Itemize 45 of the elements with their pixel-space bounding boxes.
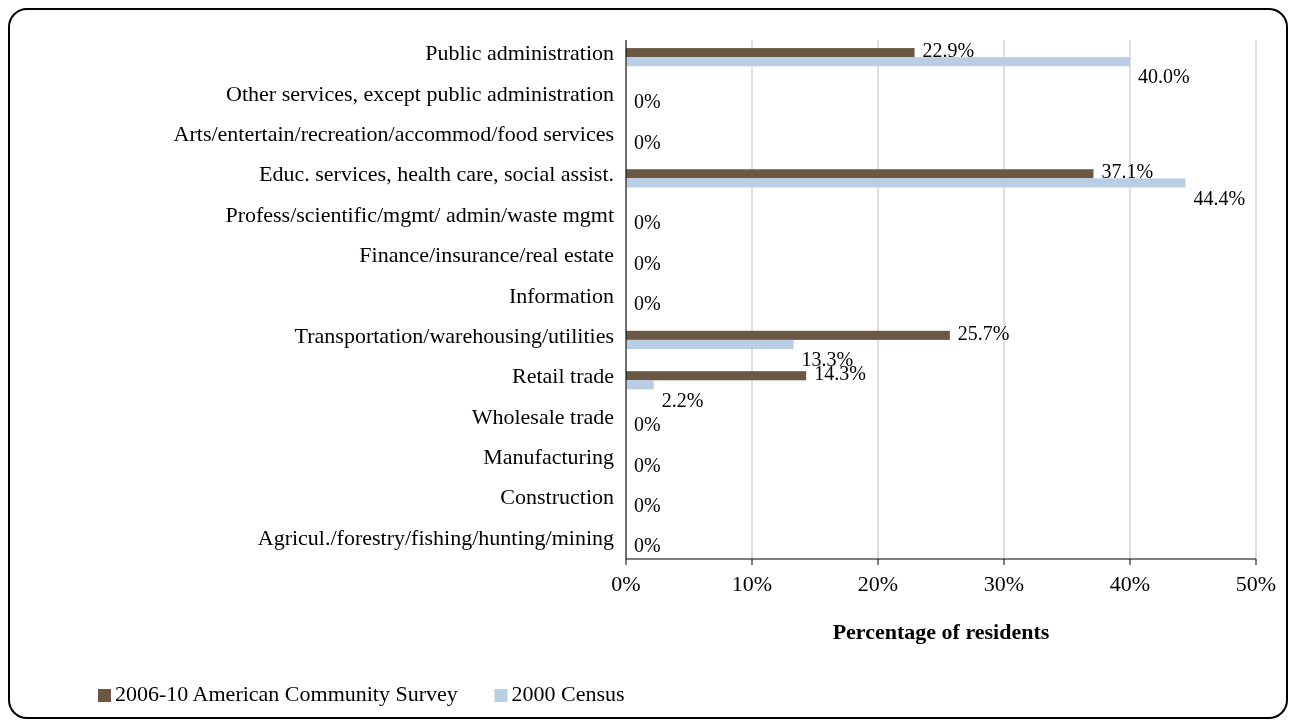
y-tick-label: Manufacturing (483, 444, 614, 470)
bar (626, 371, 807, 381)
data-label: 0% (634, 251, 661, 274)
y-tick-label: Arts/entertain/recreation/accommod/food services (173, 120, 614, 146)
bar (626, 339, 794, 349)
x-axis-title: Percentage of residents (832, 619, 1050, 644)
x-tick-label: 20% (857, 571, 899, 596)
y-tick-label: Construction (500, 484, 614, 510)
y-tick-label: Transportation/warehousing/utilities (294, 322, 614, 348)
y-tick-label: Educ. services, health care, social assist. (259, 161, 614, 187)
data-label: 0% (634, 292, 661, 315)
bar (626, 48, 915, 58)
data-label: 0% (634, 534, 661, 557)
y-tick-label: Finance/insurance/real estate (359, 242, 614, 268)
x-tick-label: 0% (611, 571, 641, 596)
y-tick-label: Agricul./forestry/fishing/hunting/mining (257, 524, 614, 550)
bar (626, 169, 1094, 179)
data-label: 0% (634, 453, 661, 476)
data-label: 37.1% (1101, 160, 1154, 183)
data-label: 25.7% (957, 321, 1010, 344)
data-label: 0% (634, 130, 661, 153)
y-tick-label: Retail trade (511, 363, 614, 389)
bar (626, 57, 1130, 67)
x-tick-label: 50% (1235, 571, 1277, 596)
y-tick-label: Information (508, 282, 614, 308)
y-tick-label: Other services, except public administration (226, 80, 614, 106)
data-label: 22.9% (922, 39, 975, 62)
data-label: 40.0% (1138, 65, 1190, 88)
data-label: 0% (634, 211, 661, 234)
data-label: 0% (634, 494, 661, 517)
bar (626, 178, 1186, 188)
data-label: 0% (634, 413, 661, 436)
data-label: 0% (634, 90, 661, 113)
x-tick-label: 40% (1109, 571, 1151, 596)
x-tick-label: 10% (731, 571, 773, 596)
y-tick-label: Public administration (425, 40, 614, 66)
y-tick-label: Wholesale trade (471, 403, 614, 429)
data-label: 2.2% (661, 388, 704, 411)
data-label: 44.4% (1193, 186, 1246, 209)
x-tick-label: 30% (983, 571, 1025, 596)
y-tick-label: Profess/scientific/mgmt/ admin/waste mgmt (225, 201, 614, 227)
bar (626, 330, 950, 340)
bar (626, 380, 654, 390)
legend-label: 2000 Census (511, 681, 625, 706)
legend-label: 2006-10 American Community Survey (115, 681, 458, 706)
